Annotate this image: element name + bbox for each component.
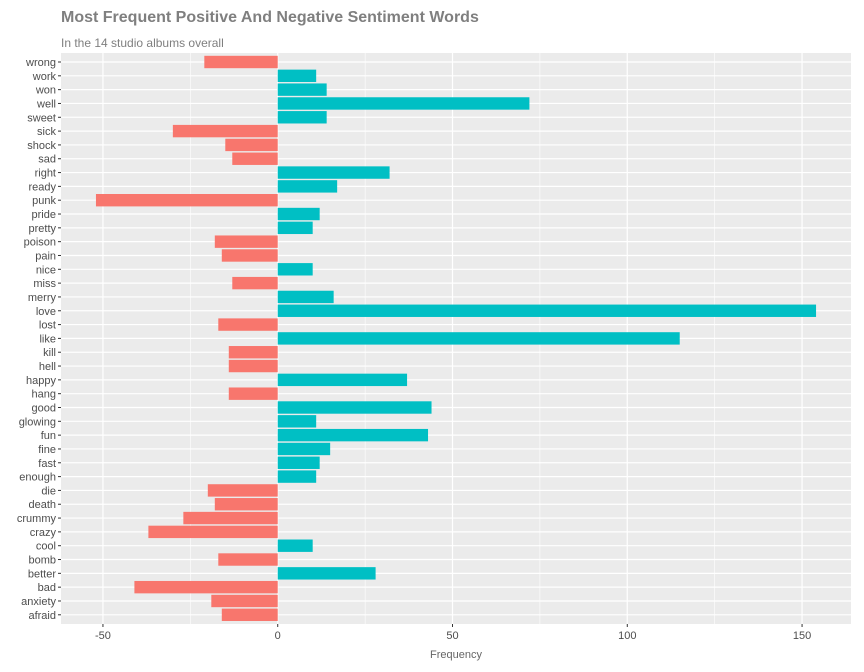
y-tick-label: pride <box>32 209 56 221</box>
chart-subtitle: In the 14 studio albums overall <box>61 36 224 50</box>
y-tick-label: wrong <box>25 57 56 69</box>
y-tick-label: shock <box>27 140 56 152</box>
bar-happy <box>277 373 408 387</box>
x-tick-label: 50 <box>446 630 458 642</box>
y-tick-label: good <box>32 403 56 415</box>
y-tick-label: like <box>39 333 56 345</box>
bar-lost <box>218 318 278 331</box>
y-tick-label: love <box>36 306 56 318</box>
y-tick-label: crazy <box>30 527 57 539</box>
bar-pretty <box>277 221 313 235</box>
bar-death <box>214 498 278 511</box>
bar-bomb <box>218 553 278 566</box>
y-tick-label: right <box>35 168 56 180</box>
bar-work <box>277 69 317 83</box>
y-tick-label: crummy <box>17 513 57 525</box>
bar-nice <box>277 263 313 276</box>
bar-right <box>277 166 390 179</box>
y-tick-label: bomb <box>28 555 56 567</box>
x-tick-label: -50 <box>95 630 111 642</box>
bar-cool <box>277 539 313 552</box>
y-tick-label: nice <box>36 264 56 276</box>
y-tick-label: sick <box>37 126 56 138</box>
y-tick-label: happy <box>26 375 56 387</box>
bar-kill <box>228 346 278 359</box>
bar-like <box>277 332 680 345</box>
x-axis-title: Frequency <box>430 649 482 661</box>
y-tick-label: work <box>32 71 57 83</box>
bar-pain <box>221 249 278 262</box>
bar-hell <box>228 359 278 373</box>
x-tick-label: 150 <box>793 630 811 642</box>
bar-fine <box>277 442 331 456</box>
bar-crazy <box>148 525 278 539</box>
bar-merry <box>277 290 334 304</box>
x-tick-label: 100 <box>618 630 636 642</box>
bar-better <box>277 567 376 580</box>
bar-crummy <box>183 511 278 525</box>
y-tick-label: kill <box>43 347 56 359</box>
y-tick-label: sad <box>38 154 56 166</box>
bar-love <box>277 304 817 317</box>
chart-title: Most Frequent Positive And Negative Sent… <box>61 9 479 26</box>
bar-pride <box>277 207 320 221</box>
bar-sweet <box>277 111 327 124</box>
y-tick-label: death <box>28 499 56 511</box>
bar-glowing <box>277 415 317 428</box>
y-tick-label: anxiety <box>21 596 56 608</box>
y-tick-label: pain <box>35 250 56 262</box>
y-tick-label: better <box>28 568 56 580</box>
bar-miss <box>232 276 278 290</box>
bar-bad <box>134 580 278 594</box>
bar-afraid <box>221 608 278 621</box>
bar-enough <box>277 470 317 483</box>
y-tick-label: well <box>36 98 56 110</box>
y-tick-label: punk <box>32 195 56 207</box>
y-tick-label: ready <box>28 181 56 193</box>
y-tick-label: fine <box>38 444 56 456</box>
bar-shock <box>225 138 278 152</box>
y-tick-label: hang <box>32 389 56 401</box>
y-tick-label: pretty <box>28 223 56 235</box>
y-tick-label: afraid <box>28 610 56 622</box>
y-tick-label: won <box>35 85 56 97</box>
bar-sick <box>172 124 278 138</box>
bar-poison <box>214 235 278 248</box>
bar-hang <box>228 387 278 400</box>
y-tick-label: bad <box>38 582 56 594</box>
y-tick-label: miss <box>33 278 56 290</box>
bar-sad <box>232 152 278 165</box>
bar-punk <box>95 194 278 207</box>
y-tick-label: fast <box>38 458 56 470</box>
bar-wrong <box>204 55 278 69</box>
bar-ready <box>277 180 338 193</box>
y-tick-label: cool <box>36 541 56 553</box>
y-tick-label: lost <box>39 320 56 332</box>
y-tick-label: die <box>41 485 56 497</box>
bar-well <box>277 97 530 110</box>
y-tick-label: glowing <box>19 416 56 428</box>
y-tick-label: poison <box>24 237 56 249</box>
y-tick-label: merry <box>28 292 57 304</box>
bar-won <box>277 83 327 96</box>
y-tick-label: hell <box>39 361 56 373</box>
x-tick-label: 0 <box>275 630 281 642</box>
y-tick-label: fun <box>41 430 56 442</box>
y-tick-label: sweet <box>27 112 56 124</box>
bar-fun <box>277 428 429 442</box>
bar-anxiety <box>211 594 278 608</box>
bar-fast <box>277 456 320 469</box>
bar-good <box>277 401 432 414</box>
y-tick-label: enough <box>19 472 56 484</box>
bar-die <box>207 484 278 497</box>
